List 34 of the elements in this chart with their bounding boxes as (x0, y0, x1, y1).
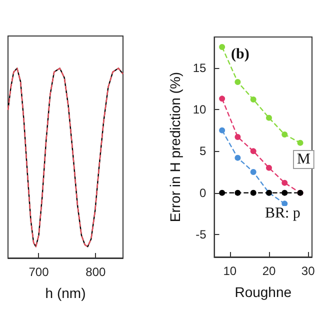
x-axis-title: h (nm) (45, 285, 86, 301)
annotation: M (297, 152, 310, 168)
y-tick-label: 5 (200, 144, 207, 158)
point (234, 154, 241, 161)
point (219, 44, 226, 50)
point (219, 96, 226, 102)
x-tick-label: 10 (223, 264, 237, 278)
x-tick-label: 800 (86, 265, 106, 279)
point (266, 114, 272, 121)
y-tick-label: 0 (200, 186, 207, 200)
x-axis-title: Roughne (234, 284, 292, 300)
point (282, 190, 288, 196)
x-tick-label: 700 (28, 265, 50, 279)
x-tick-label: 30 (301, 264, 316, 278)
point (250, 190, 256, 196)
x-tick-label: 20 (262, 264, 276, 278)
annotation: BR: p (265, 206, 300, 222)
y-tick-label: -5 (196, 228, 207, 242)
y-tick-label: 10 (192, 102, 207, 116)
point (282, 180, 288, 186)
point (219, 190, 226, 196)
point (250, 96, 256, 102)
annotation: (b) (231, 46, 250, 62)
point (234, 134, 241, 140)
y-tick-label: 15 (192, 60, 207, 75)
y-axis-title: Error in H prediction (%) (167, 72, 183, 222)
point (250, 148, 256, 154)
point (234, 79, 241, 85)
point (234, 190, 241, 196)
point (297, 140, 304, 146)
point (266, 164, 272, 171)
point (219, 127, 226, 134)
point (250, 169, 256, 175)
point (282, 132, 288, 138)
